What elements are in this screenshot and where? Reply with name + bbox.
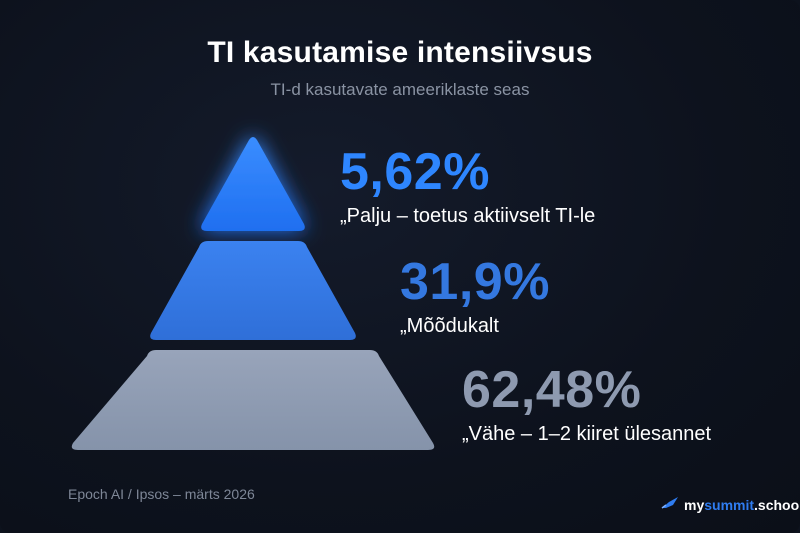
tier-medium-value: 31,9% — [400, 253, 550, 311]
tier-high-label: „Palju – toetus aktiivselt TI-le — [340, 205, 596, 227]
tier-low-label: „Vähe – 1–2 kiiret ülesannet — [462, 423, 712, 445]
brand-summit: summit — [704, 496, 755, 513]
chart-title: TI kasutamise intensiivsus — [207, 36, 593, 69]
pyramid-tier-high — [201, 137, 305, 231]
source-note: Epoch AI / Ipsos – märts 2026 — [68, 486, 255, 502]
pyramid-tier-low — [71, 350, 435, 450]
tier-low-value: 62,48% — [462, 361, 642, 419]
brand-my: my — [684, 496, 705, 513]
pyramid-tier-medium — [150, 241, 356, 340]
tier-high-value: 5,62% — [340, 143, 490, 201]
chart-subtitle: TI-d kasutavate ameeriklaste seas — [270, 80, 530, 99]
brand-logo: mysummit.school — [660, 496, 800, 513]
brand-school: .school — [754, 496, 800, 513]
rocket-icon — [660, 496, 680, 513]
tier-medium-label: „Mõõdukalt — [400, 315, 499, 337]
